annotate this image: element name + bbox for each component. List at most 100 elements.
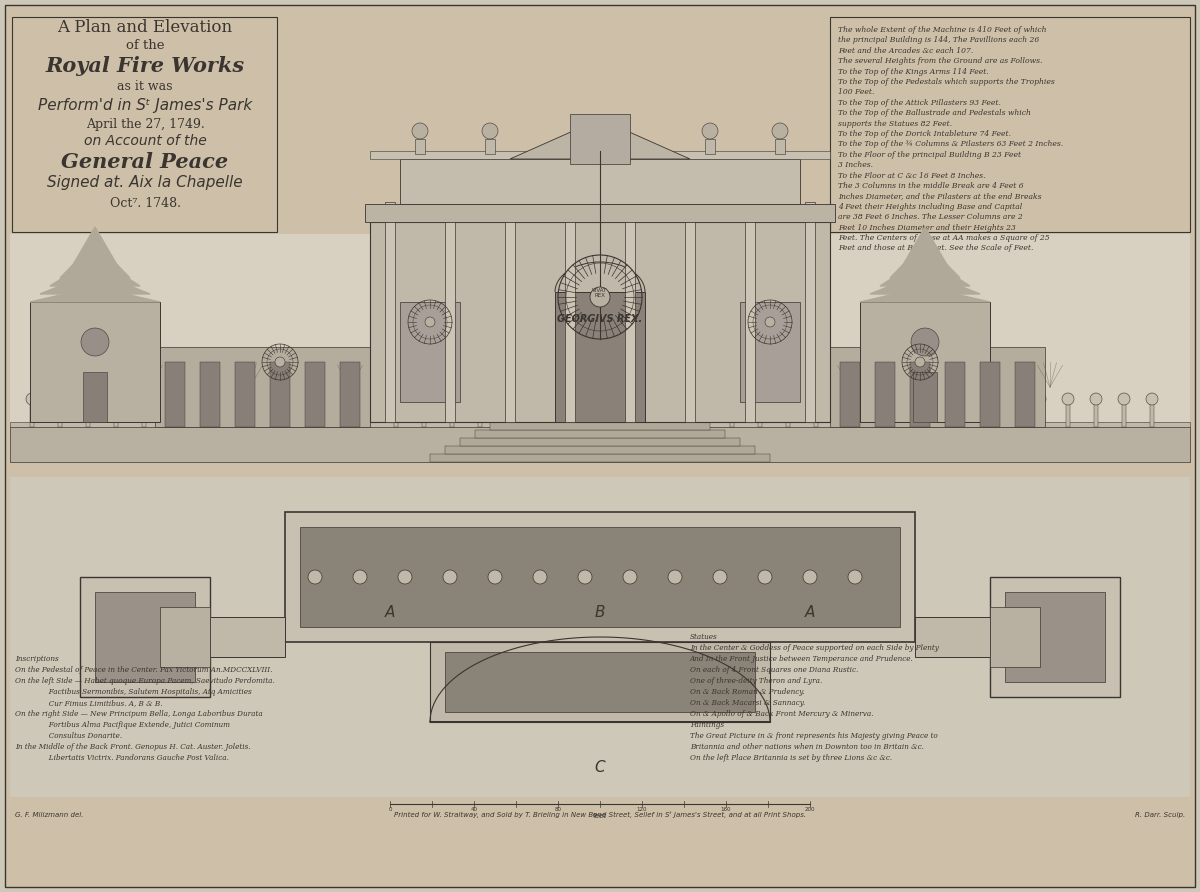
Bar [10,477,1190,797]
Bar [415,139,425,154]
Circle shape [978,393,990,405]
Bar [1010,402,1014,427]
Bar [95,592,194,682]
Text: 200: 200 [805,807,815,812]
Bar [534,402,538,427]
Bar [12,17,277,232]
Text: GEORGIVS REX.: GEORGIVS REX. [557,314,643,324]
Circle shape [166,393,178,405]
Bar [430,454,770,462]
Circle shape [578,570,592,584]
Bar [170,402,174,427]
Bar [400,159,800,204]
Bar [990,577,1120,697]
Circle shape [668,570,682,584]
Bar [916,617,990,657]
Bar [740,302,800,402]
Circle shape [222,393,234,405]
Bar [200,362,220,427]
Circle shape [1118,393,1130,405]
Bar [430,642,770,722]
Circle shape [138,393,150,405]
Circle shape [838,393,850,405]
Bar [83,372,107,422]
Circle shape [1146,393,1158,405]
Bar [160,607,210,667]
Bar [1006,592,1105,682]
Bar [338,402,342,427]
Circle shape [950,393,962,405]
Text: on Account of the: on Account of the [84,134,206,148]
Bar [898,402,902,427]
Bar [1122,402,1126,427]
Bar [646,402,650,427]
Circle shape [670,393,682,405]
Bar [570,114,630,164]
Text: Royal Fire Works: Royal Fire Works [46,56,245,76]
Polygon shape [900,227,950,270]
Bar [226,402,230,427]
Bar [758,402,762,427]
Circle shape [533,570,547,584]
Bar [475,430,725,438]
Text: Oct⁷. 1748.: Oct⁷. 1748. [109,197,180,210]
Bar [562,402,566,427]
Circle shape [412,123,428,139]
Bar [730,402,734,427]
Polygon shape [40,272,150,294]
Text: B: B [595,605,605,620]
Circle shape [586,393,598,405]
Bar [702,402,706,427]
Circle shape [488,570,502,584]
Bar [786,402,790,427]
Circle shape [418,393,430,405]
Bar [982,402,986,427]
Circle shape [1062,393,1074,405]
Circle shape [713,570,727,584]
Text: A: A [805,605,815,620]
Circle shape [916,357,925,367]
Circle shape [642,393,654,405]
Bar [155,347,370,427]
Polygon shape [860,287,990,302]
Text: Signed at. Aix la Chapelle: Signed at. Aix la Chapelle [47,175,242,190]
Circle shape [308,570,322,584]
Text: Inscriptions
On the Pedestal of Peace in the Center. Pax Yictorum An.MDCCXLVIII.: Inscriptions On the Pedestal of Peace in… [14,655,275,762]
Text: VIVAT
REX: VIVAT REX [593,287,607,299]
Text: Perform'd in Sᵗ James's Park: Perform'd in Sᵗ James's Park [38,98,252,113]
Circle shape [353,570,367,584]
Circle shape [702,123,718,139]
Bar [674,402,678,427]
Bar [310,402,314,427]
Circle shape [1034,393,1046,405]
Polygon shape [70,227,120,270]
Circle shape [726,393,738,405]
Bar [366,402,370,427]
Bar [830,17,1190,232]
Circle shape [590,287,610,307]
Bar [1015,362,1034,427]
Circle shape [558,393,570,405]
Polygon shape [870,272,980,294]
Circle shape [26,393,38,405]
Circle shape [390,393,402,405]
Bar [913,372,937,422]
Text: R. Darr. Sculp.: R. Darr. Sculp. [1135,812,1186,818]
Polygon shape [510,119,690,159]
Circle shape [1006,393,1018,405]
Text: 40: 40 [470,807,478,812]
Bar [270,362,290,427]
Bar [910,362,930,427]
Circle shape [754,393,766,405]
Text: 80: 80 [554,807,562,812]
Text: General Peace: General Peace [61,152,228,172]
Bar [1066,402,1070,427]
Bar [210,617,286,657]
Bar [625,202,635,422]
Circle shape [425,317,436,327]
Text: C: C [595,760,605,775]
Circle shape [1090,393,1102,405]
Bar [460,438,740,446]
Text: Printed for W. Straitway, and Sold by T. Brieling in New Bond Street, Sellef in : Printed for W. Straitway, and Sold by T.… [394,811,806,818]
Circle shape [911,328,940,356]
